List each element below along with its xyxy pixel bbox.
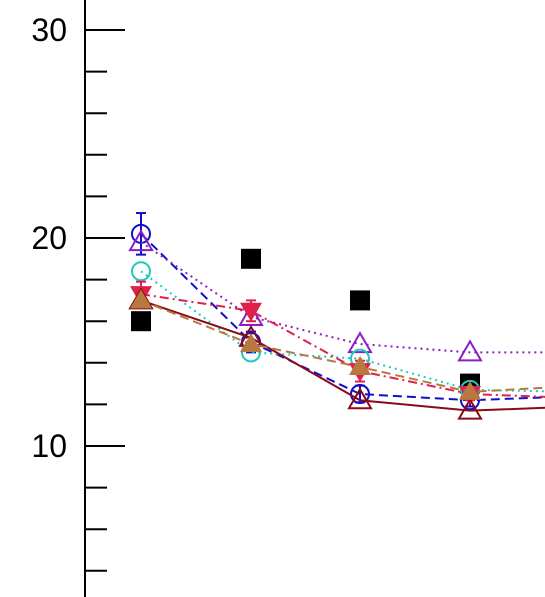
series-line <box>140 233 545 402</box>
y-axis: 10 20 30 <box>31 0 125 597</box>
series-line <box>140 299 545 393</box>
data-point <box>131 311 151 332</box>
data-point <box>128 229 154 252</box>
series-line <box>140 293 545 398</box>
data-point <box>457 397 483 420</box>
data-point <box>347 387 373 410</box>
data-point <box>459 380 481 400</box>
series-layer <box>128 212 545 420</box>
data-point <box>240 302 262 322</box>
y-tick-label: 10 <box>31 428 67 464</box>
data-point <box>241 248 261 269</box>
y-tick-label: 20 <box>31 220 67 256</box>
series-line <box>140 270 545 393</box>
series-7 <box>130 289 545 400</box>
data-point <box>349 355 371 375</box>
data-point <box>350 290 370 311</box>
y-tick-label: 30 <box>31 12 67 48</box>
data-point <box>131 261 151 282</box>
data-point <box>240 333 262 353</box>
series-4 <box>131 261 545 400</box>
series-line <box>140 241 545 354</box>
data-point <box>347 331 373 354</box>
data-point <box>130 289 152 309</box>
data-point <box>457 339 483 362</box>
series-line <box>140 299 545 412</box>
series-1 <box>131 248 480 394</box>
series-3 <box>128 229 545 362</box>
